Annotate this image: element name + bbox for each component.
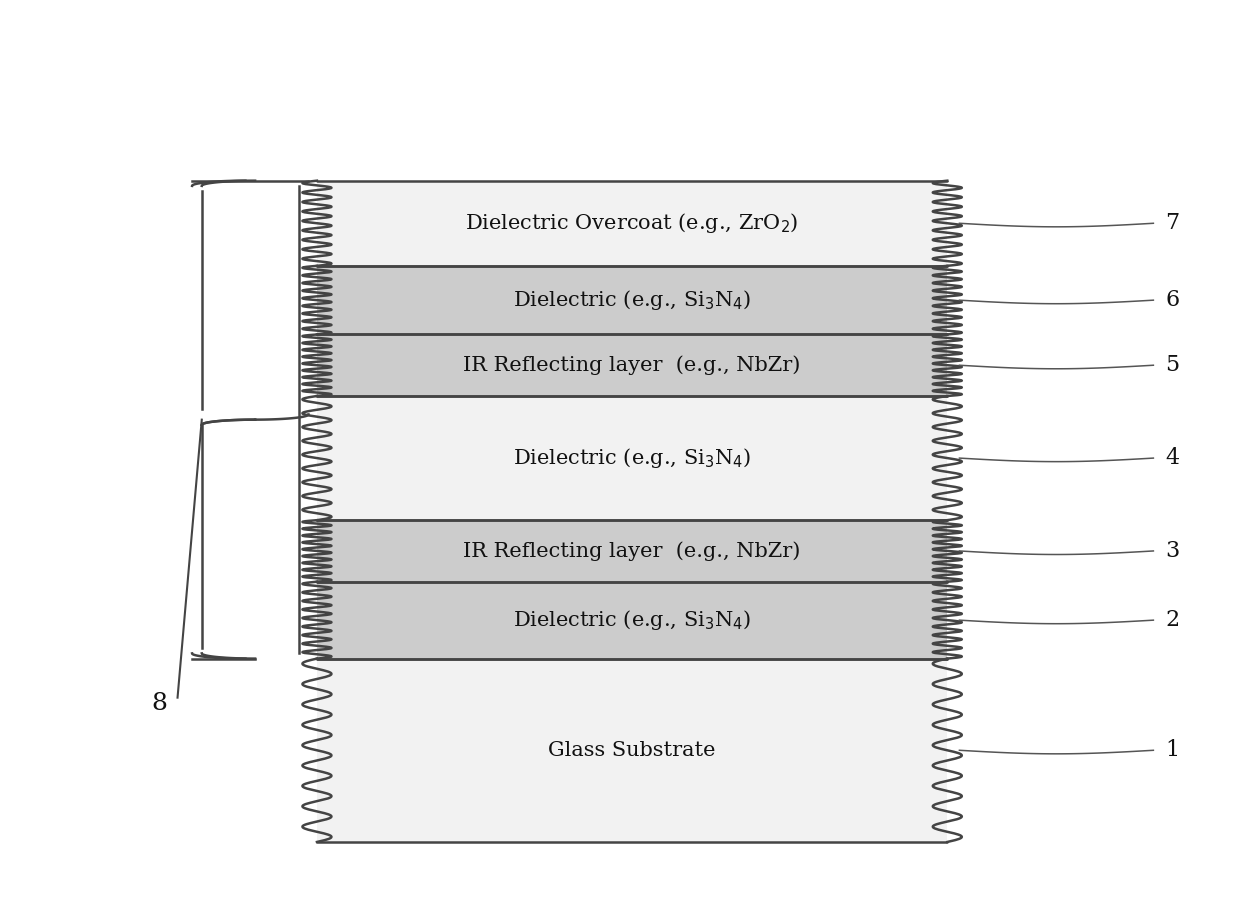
Text: 3: 3 (1166, 540, 1179, 562)
Text: Glass Substrate: Glass Substrate (548, 741, 715, 759)
Bar (317, 659, 947, 842)
Text: Dielectric Overcoat (e.g., ZrO$_2$): Dielectric Overcoat (e.g., ZrO$_2$) (465, 211, 799, 235)
Text: IR Reflecting layer  (e.g., NbZr): IR Reflecting layer (e.g., NbZr) (464, 355, 801, 375)
Bar (317, 180, 947, 266)
Bar (317, 582, 947, 659)
Text: 4: 4 (1166, 447, 1179, 469)
Text: 2: 2 (1166, 609, 1179, 631)
Text: IR Reflecting layer  (e.g., NbZr): IR Reflecting layer (e.g., NbZr) (464, 541, 801, 561)
Bar (317, 521, 947, 582)
Bar (317, 396, 947, 521)
Text: 6: 6 (1166, 289, 1179, 311)
Text: Dielectric (e.g., Si$_3$N$_4$): Dielectric (e.g., Si$_3$N$_4$) (513, 447, 751, 470)
Text: Dielectric (e.g., Si$_3$N$_4$): Dielectric (e.g., Si$_3$N$_4$) (513, 288, 751, 312)
Text: 7: 7 (1166, 212, 1179, 234)
Text: 1: 1 (1166, 739, 1179, 761)
Text: 8: 8 (151, 692, 167, 715)
Bar (317, 335, 947, 396)
Bar (317, 266, 947, 335)
Text: 5: 5 (1166, 354, 1179, 376)
Text: Dielectric (e.g., Si$_3$N$_4$): Dielectric (e.g., Si$_3$N$_4$) (513, 608, 751, 632)
